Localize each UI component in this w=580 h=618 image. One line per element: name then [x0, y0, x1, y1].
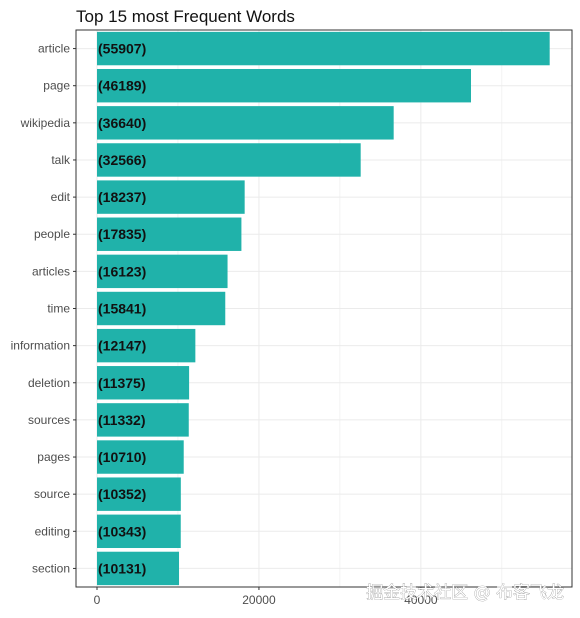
y-tick-label: section: [32, 561, 70, 575]
bar-deletion: [97, 366, 190, 400]
y-tick-label: pages: [37, 450, 70, 464]
bar-page: [97, 68, 471, 103]
bar-value-label: (18237): [98, 189, 146, 205]
y-tick-label: source: [34, 487, 70, 501]
bar-source: [97, 477, 181, 511]
bar-people: [97, 217, 242, 251]
y-tick-label: editing: [35, 524, 70, 538]
x-axis: 0 20000 40000: [94, 587, 438, 607]
y-tick-label: time: [47, 302, 70, 316]
bar-value-label: (16123): [98, 263, 146, 279]
panel-border: [75, 29, 573, 588]
bar-value-label: (10131): [98, 560, 146, 576]
y-tick-label: talk: [51, 153, 71, 167]
bar-articles: [97, 254, 228, 289]
bar-value-label: (10343): [98, 523, 146, 539]
bar-value-label: (11375): [98, 375, 145, 391]
bars: [97, 31, 550, 586]
bar-edit: [97, 180, 245, 214]
bar-value-label: (15841): [98, 301, 146, 317]
y-tick-label: edit: [51, 190, 71, 204]
bar-information: [97, 328, 196, 363]
y-tick-label: information: [11, 339, 70, 353]
y-tick-label: people: [34, 227, 70, 241]
x-tick-label: 0: [94, 593, 101, 607]
y-tick-label: deletion: [28, 376, 70, 390]
y-tick-label: sources: [28, 413, 70, 427]
bar-labels: (55907) (46189) (36640) (32566) (18237) (1783…: [98, 41, 146, 577]
bar-value-label: (10352): [98, 486, 146, 502]
bar-section: [97, 551, 180, 586]
bar-value-label: (12147): [98, 338, 146, 354]
y-tick-label: wikipedia: [20, 116, 71, 130]
y-tick-label: article: [38, 42, 70, 56]
bar-talk: [97, 143, 361, 177]
bar-value-label: (10710): [98, 449, 146, 465]
bar-value-label: (11332): [98, 412, 145, 428]
bar-editing: [97, 514, 181, 549]
bar-value-label: (17835): [98, 226, 146, 242]
x-tick-label: 40000: [404, 593, 438, 607]
bar-value-label: (32566): [98, 152, 146, 168]
bar-value-label: (55907): [98, 41, 146, 57]
watermark: 掘金技术社区 @ 布客飞龙: [366, 583, 564, 603]
y-tick-label: articles: [32, 264, 70, 278]
bar-article: [97, 31, 550, 66]
chart-title: Top 15 most Frequent Words: [76, 7, 295, 26]
bar-value-label: (36640): [98, 115, 146, 131]
bar-time: [97, 291, 226, 326]
bar-wikipedia: [97, 106, 394, 140]
y-tick-label: page: [43, 79, 70, 93]
y-axis: article page wikipedia talk edit people articl…: [11, 42, 76, 575]
bar-sources: [97, 403, 189, 437]
x-tick-label: 20000: [242, 593, 276, 607]
bar-value-label: (46189): [98, 78, 146, 94]
bar-pages: [97, 440, 184, 474]
